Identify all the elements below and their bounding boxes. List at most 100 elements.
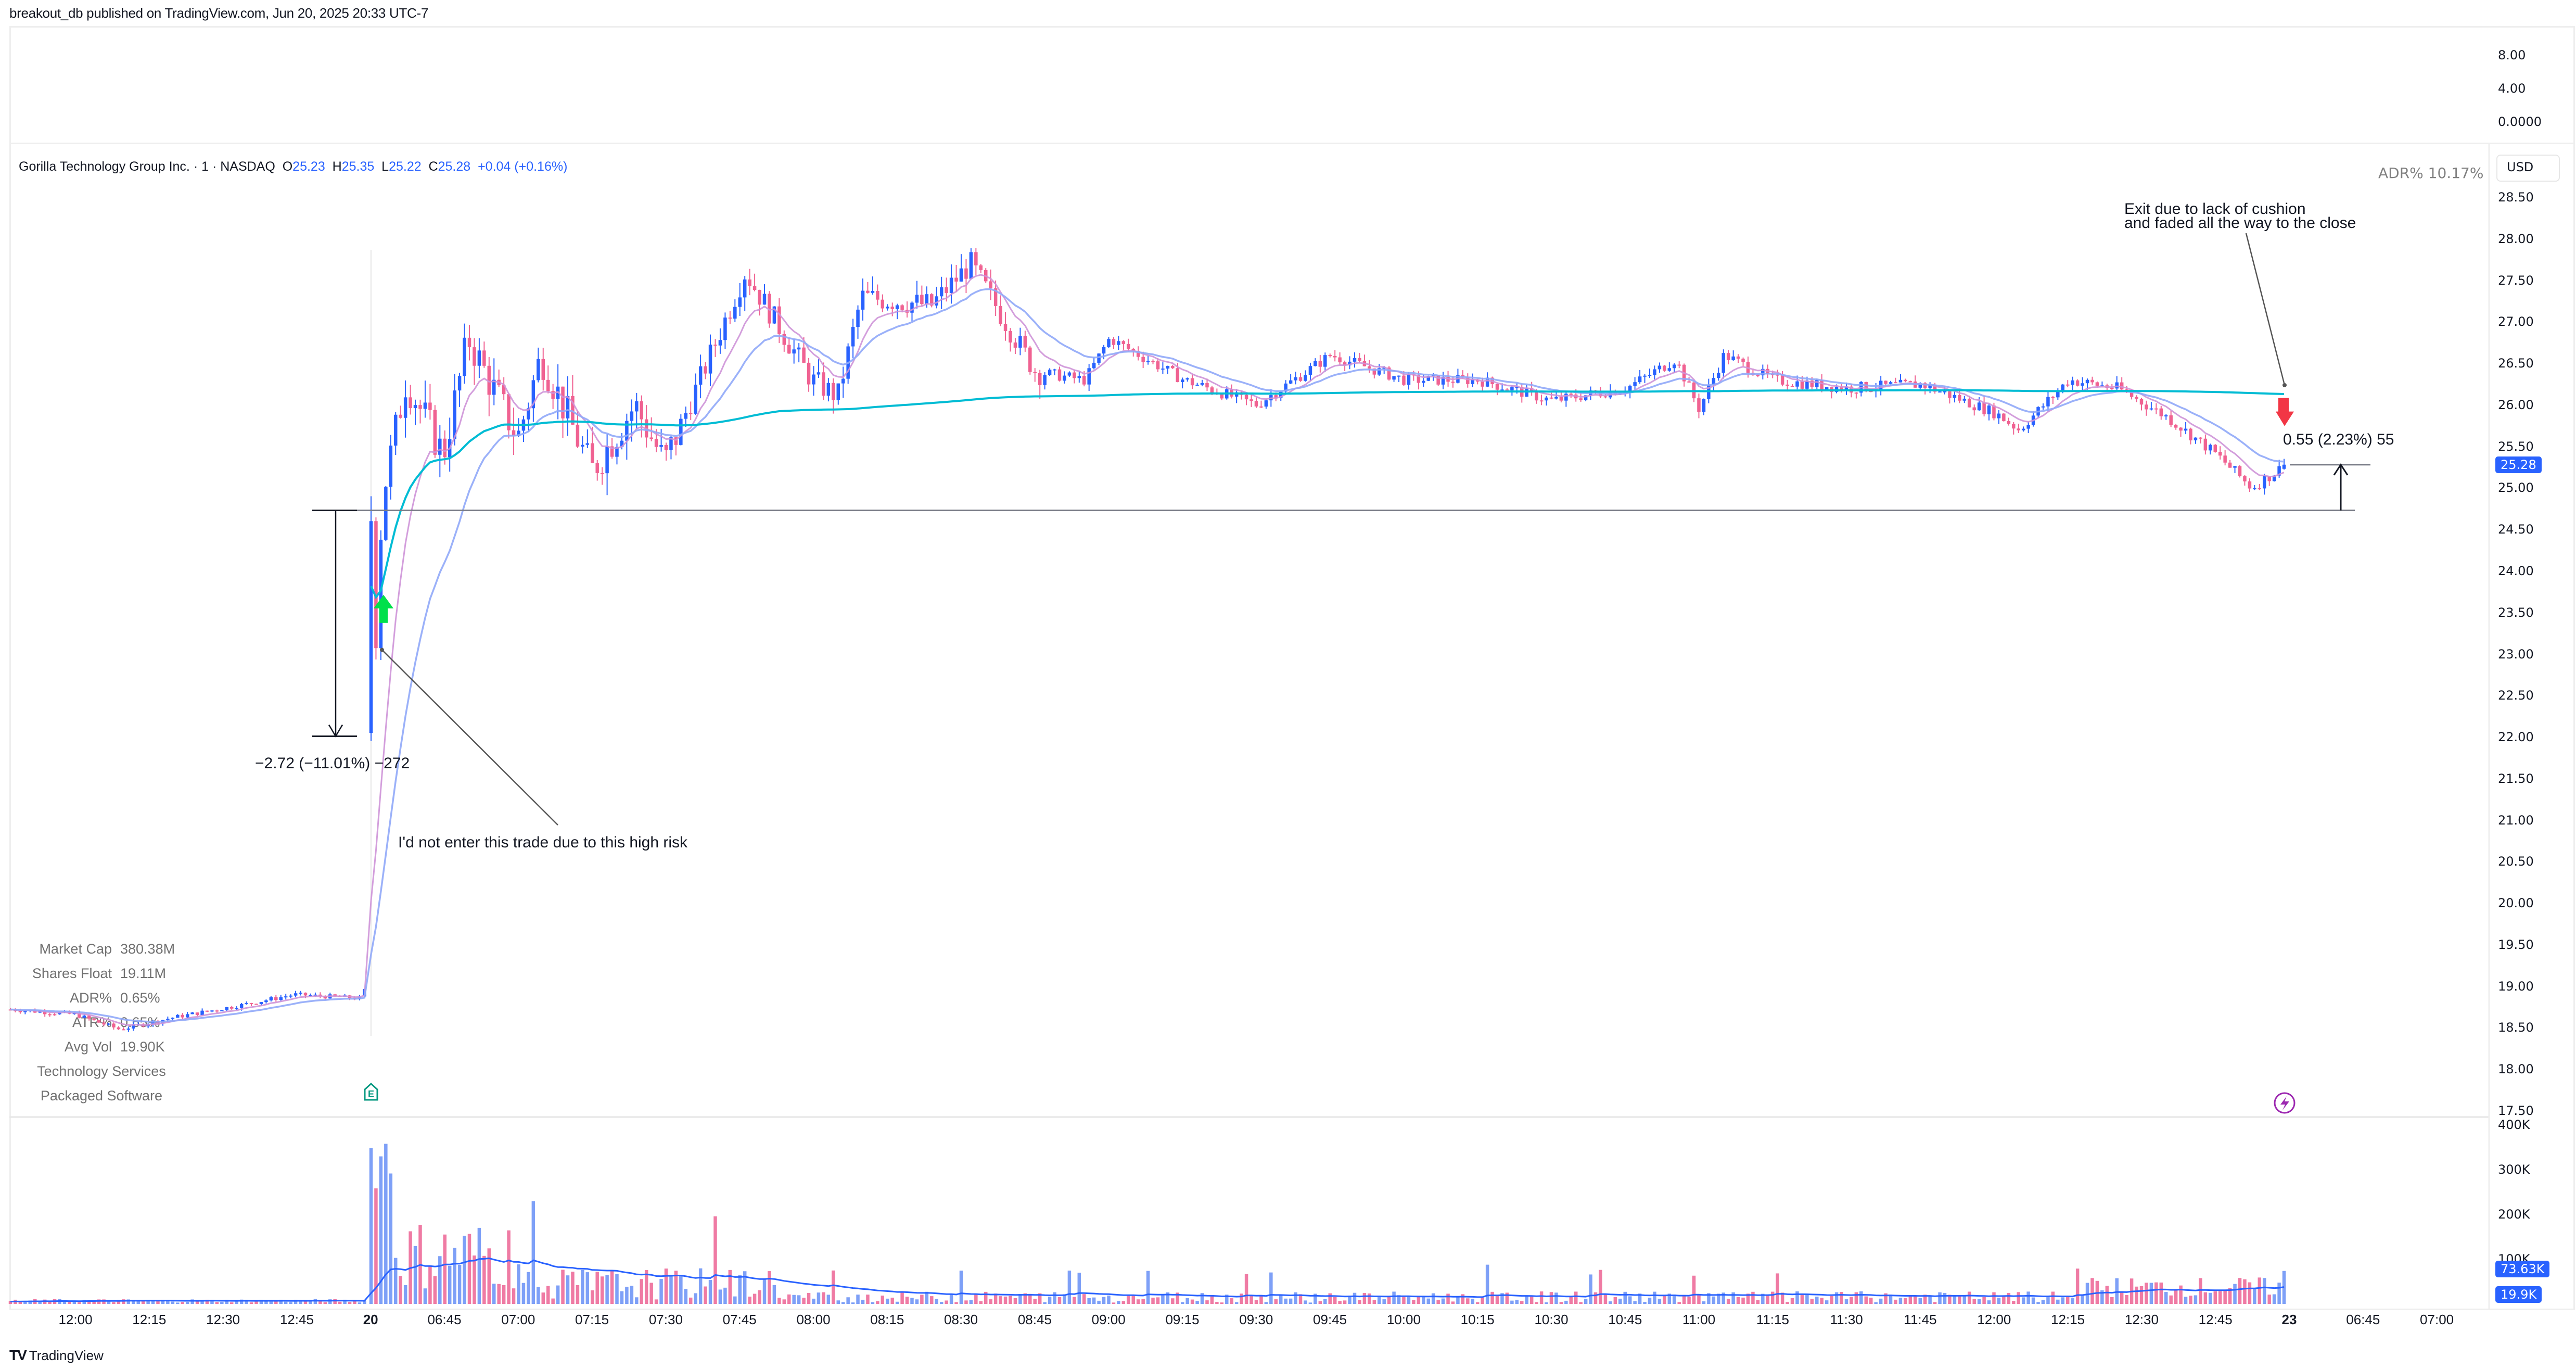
volume-bar <box>1161 1294 1165 1304</box>
candle-body <box>433 410 437 455</box>
time-axis-label: 11:00 <box>1682 1312 1716 1327</box>
time-axis-label: 07:15 <box>575 1312 609 1327</box>
svg-text:E: E <box>368 1089 374 1099</box>
volume-bar <box>2135 1286 2138 1304</box>
volume-bar <box>1259 1295 1263 1304</box>
volume-bar <box>910 1298 914 1304</box>
volume-bar <box>512 1288 516 1304</box>
volume-bar <box>551 1298 555 1304</box>
candle-body <box>625 421 629 441</box>
volume-bar <box>1992 1292 1996 1304</box>
high-label: H <box>332 159 342 174</box>
volume-bar <box>556 1285 560 1304</box>
volume-bar <box>999 1296 1002 1304</box>
candle-body <box>635 401 639 412</box>
volume-bar <box>1220 1302 1224 1304</box>
volume-bar <box>1593 1292 1598 1304</box>
candle-body <box>249 1003 253 1005</box>
volume-bar <box>18 1301 22 1304</box>
volume-bar <box>797 1295 801 1304</box>
low-value: 25.22 <box>389 159 422 174</box>
candle-body <box>1166 366 1170 369</box>
volume-bar <box>2213 1291 2217 1304</box>
candle-body <box>1210 387 1214 393</box>
time-axis-label: 08:00 <box>796 1312 831 1327</box>
tradingview-logo[interactable]: TV TradingView <box>9 1347 104 1364</box>
volume-bar <box>2071 1298 2074 1304</box>
candle-body <box>1121 341 1126 344</box>
volume-bar <box>2189 1296 2192 1304</box>
candle-body <box>704 366 707 374</box>
candle-body <box>1003 324 1008 331</box>
volume-bar <box>1879 1298 1883 1304</box>
volume-bar <box>463 1236 466 1304</box>
candle-body <box>235 1008 238 1009</box>
candle-body <box>1013 342 1017 348</box>
candle-body <box>1510 387 1514 390</box>
candle-body <box>1422 380 1425 383</box>
time-axis-label: 07:45 <box>722 1312 757 1327</box>
volume-bar <box>2021 1297 2025 1304</box>
volume-bar <box>2179 1285 2183 1304</box>
candle-body <box>1780 375 1784 385</box>
volume-bar <box>497 1284 501 1304</box>
info-row-market-cap: Market Cap 380.38M <box>16 937 187 961</box>
candle-body <box>758 290 761 305</box>
currency-button[interactable]: USD <box>2496 155 2560 182</box>
volume-bar <box>826 1295 831 1304</box>
volume-bar <box>1348 1296 1351 1304</box>
volume-bar <box>1313 1293 1317 1304</box>
candle-body <box>467 337 471 348</box>
candle-body <box>1485 377 1489 387</box>
candle-body <box>1417 375 1421 383</box>
volume-bar <box>1274 1299 1278 1304</box>
candle-body <box>1776 374 1779 376</box>
volume-bar <box>832 1270 835 1304</box>
candle-body <box>2139 399 2144 405</box>
candle-body <box>492 379 496 395</box>
volume-bar <box>743 1271 747 1304</box>
volume-bar <box>1657 1299 1662 1304</box>
volume-bar <box>708 1279 712 1304</box>
time-axis-label: 08:30 <box>944 1312 978 1327</box>
candle-body <box>1864 382 1868 391</box>
candle-body <box>205 1010 209 1012</box>
candle-body <box>1392 376 1396 380</box>
volume-bar <box>841 1302 845 1304</box>
candle-body <box>289 995 292 997</box>
volume-bar <box>993 1293 998 1304</box>
candle-body <box>443 438 447 458</box>
volume-bar <box>1117 1301 1120 1304</box>
volume-bar <box>531 1201 535 1304</box>
volume-bar <box>48 1302 52 1304</box>
volume-bar <box>102 1299 106 1304</box>
volume-bar <box>1234 1302 1239 1304</box>
price-scale-label: 23.50 <box>2498 605 2534 620</box>
candle-body <box>1161 369 1165 370</box>
main-chart-pane[interactable] <box>9 143 2575 1310</box>
candle-body <box>1904 379 1907 382</box>
volume-bar <box>768 1271 771 1304</box>
volume-bar <box>1121 1301 1126 1304</box>
volume-bar <box>1707 1293 1711 1304</box>
volume-bar <box>1884 1293 1888 1304</box>
volume-bar <box>669 1275 673 1304</box>
candle-body <box>1992 405 1996 418</box>
volume-bar <box>1825 1300 1829 1304</box>
entry-arrow-icon <box>374 594 393 623</box>
volume-bar <box>2081 1295 2084 1304</box>
volume-bar <box>1776 1273 1779 1304</box>
volume-bar <box>374 1188 378 1304</box>
volume-bar <box>1618 1298 1622 1304</box>
volume-bar <box>82 1300 86 1304</box>
candle-body <box>1987 405 1991 414</box>
volume-bar <box>1240 1293 1243 1304</box>
volume-bar <box>689 1297 693 1304</box>
candle-body <box>1928 385 1932 388</box>
volume-bar <box>1638 1293 1642 1304</box>
candle-body <box>1387 367 1391 380</box>
volume-bar <box>1633 1301 1637 1304</box>
volume-bar <box>979 1301 983 1304</box>
volume-bar <box>2012 1301 2016 1304</box>
